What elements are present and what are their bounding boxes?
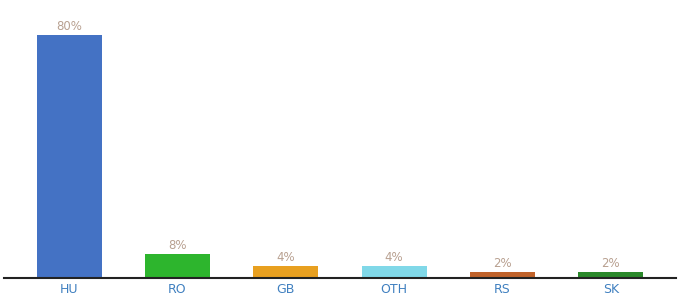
Text: 2%: 2% (602, 257, 620, 270)
Bar (362, 266, 426, 278)
Bar (37, 34, 102, 278)
Text: 8%: 8% (168, 239, 187, 252)
Text: 4%: 4% (385, 251, 403, 264)
Text: 4%: 4% (277, 251, 295, 264)
Bar (145, 254, 210, 278)
Bar (254, 266, 318, 278)
Text: 2%: 2% (493, 257, 512, 270)
Bar (578, 272, 643, 278)
Text: 80%: 80% (56, 20, 82, 33)
Bar (470, 272, 535, 278)
